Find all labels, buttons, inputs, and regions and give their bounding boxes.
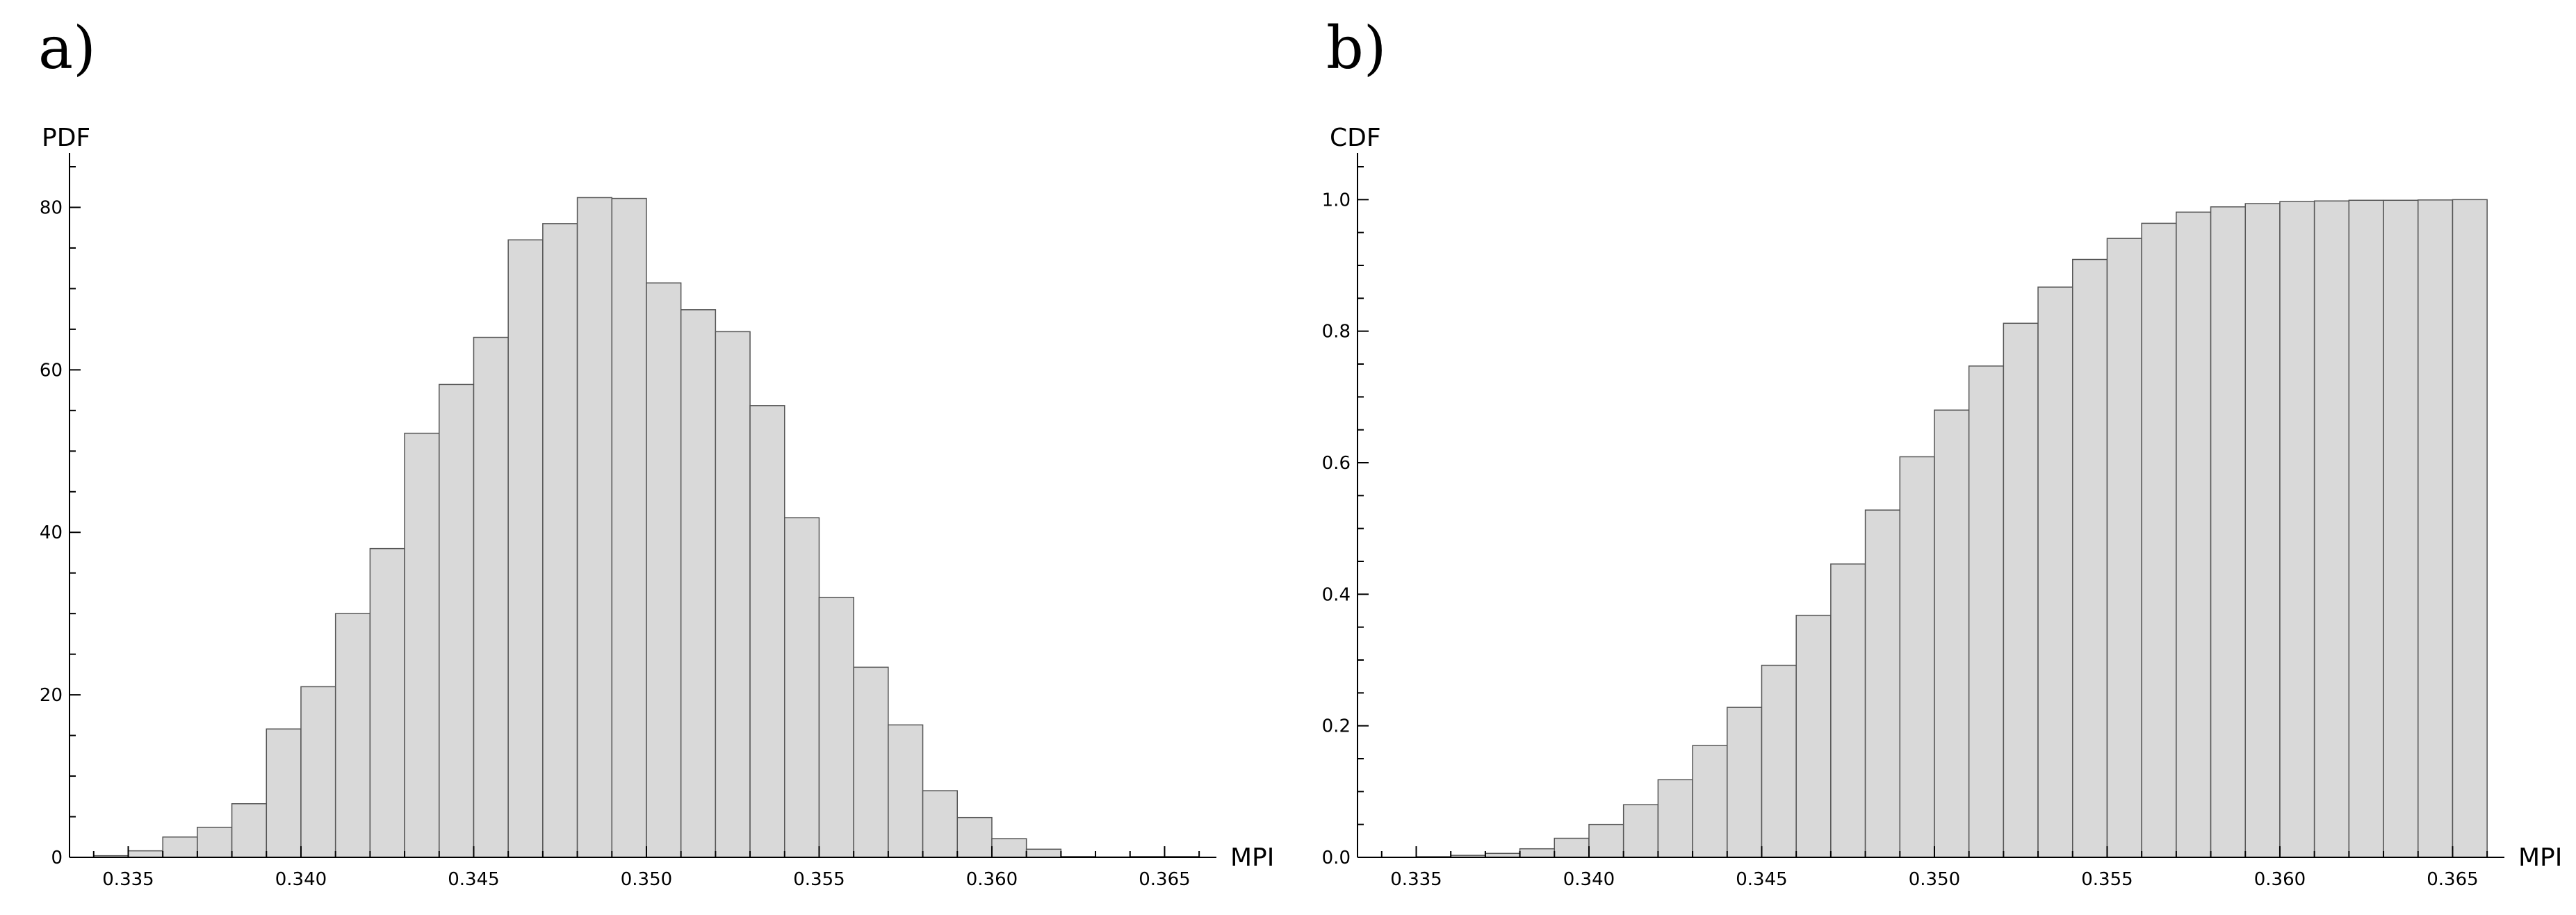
y-tick-label: 1.0 [1322,190,1351,211]
histogram-bar [1622,804,1659,858]
x-tick-label: 0.360 [966,869,1018,890]
histogram-bar [888,724,924,858]
panel-label: b) [1326,14,1387,82]
x-tick-label: 0.345 [1736,869,1787,890]
histogram-bar [1692,745,1728,858]
x-axis-title: MPI [2518,843,2562,872]
histogram-bar [2348,199,2384,858]
histogram-bar [2313,200,2350,858]
x-tick-label: 0.335 [1390,869,1442,890]
cdf-chart: 0.335 0.340 0.345 0.350 0.355 0.360 0.365 0.0 0.… [1322,124,2563,890]
histogram-bar [162,836,198,858]
histogram-bar [2141,222,2177,858]
histogram-bar [2003,322,2039,858]
histogram-bar [1830,563,1866,858]
histogram-bar [818,597,854,858]
y-tick-label: 0.0 [1322,848,1351,868]
histogram-bar [369,547,405,858]
x-tick-label: 0.350 [1909,869,1960,890]
histogram-bar [2452,199,2488,858]
histogram-bar [1899,456,1935,858]
histogram-bar [2072,258,2108,858]
histogram-bar [1795,614,1832,858]
histogram-bar [2176,211,2212,858]
histogram-bar [439,384,475,858]
y-tick-label: 80 [40,197,63,218]
x-tick-label: 0.365 [1139,869,1190,890]
histogram-bar [784,517,820,858]
histogram-bar [266,728,302,858]
histogram-bar [300,686,336,858]
histogram-bar [922,790,959,858]
histogram-bar [680,309,717,858]
y-tick-label: 0.8 [1322,322,1351,343]
x-tick-label: 0.350 [621,869,672,890]
histogram-bar [991,838,1027,858]
histogram-bar [576,197,613,858]
x-tick-label: 0.355 [793,869,845,890]
x-tick-label: 0.340 [275,869,327,890]
histogram-bar [2210,206,2247,858]
y-tick-label: 0.2 [1322,716,1351,737]
y-tick-label: 0.6 [1322,453,1351,474]
x-tick-label: 0.340 [1563,869,1615,890]
histogram-bar [1554,837,1590,858]
histogram-bar [2106,238,2142,858]
y-tick-label: 60 [40,360,63,381]
histogram-bar [127,850,163,858]
y-axis-title: PDF [42,124,90,152]
x-tick-label: 0.355 [2081,869,2133,890]
histogram-bar [231,803,268,858]
histogram-bar [2383,199,2419,858]
histogram-bar [334,613,371,858]
histogram-bar [1588,823,1624,858]
y-tick-label: 40 [40,522,63,543]
y-tick-label: 20 [40,685,63,706]
histogram-bar [2037,286,2073,858]
histogram-bar [715,331,751,858]
histogram-bar [1761,664,1797,858]
histogram-bar [853,666,889,858]
histogram-bar [2279,201,2315,858]
pdf-chart: 0.335 0.340 0.345 0.350 0.355 0.360 0.365 0 20 40… [40,124,1274,890]
panel-label: a) [38,14,96,82]
histogram-bar [2244,203,2281,858]
histogram-bar [1934,409,1970,858]
histogram-bar [749,405,785,858]
histogram-bar [197,826,233,858]
x-axis-title: MPI [1230,843,1274,872]
histogram-bar [2418,199,2454,858]
histogram-bar [956,816,993,858]
y-tick-label: 0.4 [1322,584,1351,605]
histogram-bar [473,336,509,858]
histogram-bar [1727,707,1763,858]
x-tick-label: 0.345 [448,869,499,890]
histogram-bar [404,432,440,858]
y-tick-label: 0 [51,848,63,868]
histogram-bar [611,197,647,858]
x-tick-label: 0.360 [2254,869,2306,890]
x-tick-label: 0.365 [2427,869,2478,890]
histogram-bar [646,282,682,858]
histogram-bar [1968,365,2005,858]
histogram-bar [542,223,578,858]
y-axis-title: CDF [1330,124,1381,152]
histogram-bar [1657,779,1693,858]
histogram-bar [1025,848,1062,858]
histogram-bar [1519,848,1556,858]
histogram-bar [1864,509,1901,858]
x-tick-label: 0.335 [102,869,154,890]
histogram-bar [507,239,544,858]
